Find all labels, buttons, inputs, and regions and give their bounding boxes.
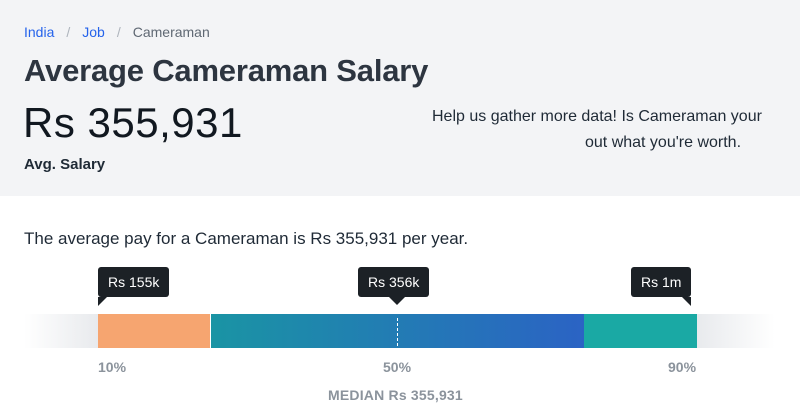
tooltip-90th-percentile: Rs 1m (631, 267, 692, 306)
percentile-label-50: 50% (383, 359, 412, 375)
salary-hero: India / Job / Cameraman Average Camerama… (0, 0, 800, 196)
median-salary-label: MEDIAN Rs 355,931 (328, 387, 463, 403)
salary-summary: The average pay for a Cameraman is Rs 35… (24, 229, 469, 248)
tooltip-median: Rs 356k (358, 267, 430, 305)
cta-line-2: out what you're worth. (585, 134, 742, 151)
breadcrumb-separator: / (66, 24, 71, 40)
data-contribution-prompt: Help us gather more data! Is Cameraman y… (400, 104, 800, 156)
range-segment-high (584, 314, 697, 348)
range-track-fade-right (697, 314, 775, 348)
median-marker-line (397, 318, 398, 346)
average-salary-value: Rs 355,931 (23, 99, 243, 146)
tooltip-10th-percentile: Rs 155k (98, 267, 170, 306)
breadcrumb-link-india[interactable]: India (24, 24, 55, 40)
pay-range-chart: Rs 155k Rs 356k Rs 1m 10% 50% 90% MEDIAN… (0, 260, 800, 416)
breadcrumb-link-job[interactable]: Job (82, 24, 105, 40)
average-salary-caption: Avg. Salary (24, 156, 106, 173)
breadcrumb: India / Job / Cameraman (24, 23, 210, 41)
range-track-fade-left (24, 314, 98, 348)
range-segment-low (98, 314, 210, 348)
cta-line-1: Help us gather more data! Is Cameraman y… (432, 108, 762, 125)
breadcrumb-current: Cameraman (132, 24, 210, 40)
percentile-label-90: 90% (668, 359, 697, 375)
breadcrumb-separator: / (116, 24, 121, 40)
percentile-label-10: 10% (98, 359, 127, 375)
page-title: Average Cameraman Salary (24, 53, 429, 88)
